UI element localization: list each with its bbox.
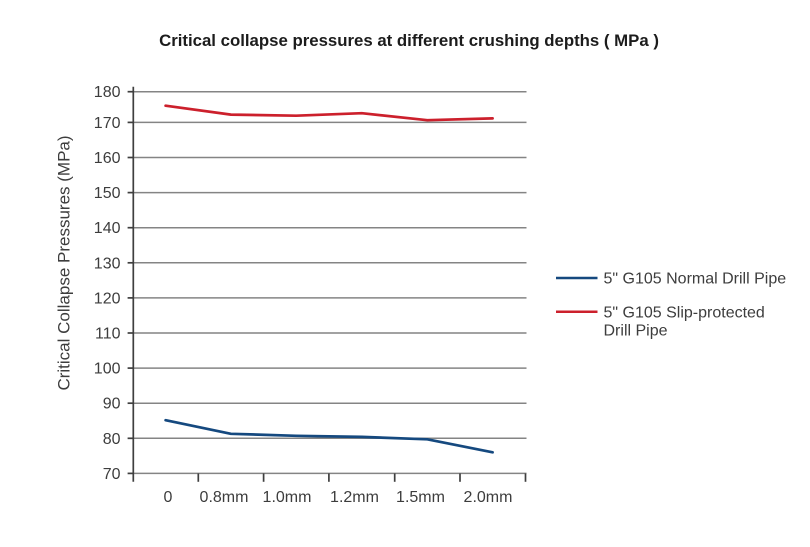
svg-text:1.0mm: 1.0mm <box>263 489 312 506</box>
svg-text:1.5mm: 1.5mm <box>396 489 445 506</box>
svg-text:5" G105 Normal Drill Pipe: 5" G105 Normal Drill Pipe <box>604 271 787 288</box>
svg-text:160: 160 <box>94 150 121 167</box>
svg-text:170: 170 <box>94 115 121 132</box>
svg-text:180: 180 <box>94 84 121 101</box>
svg-text:90: 90 <box>103 396 121 413</box>
svg-text:110: 110 <box>95 326 121 343</box>
svg-text:0: 0 <box>164 489 173 506</box>
svg-text:0.8mm: 0.8mm <box>200 489 249 506</box>
svg-text:Critical Collapse Pressures (M: Critical Collapse Pressures (MPa) <box>55 135 74 390</box>
svg-text:150: 150 <box>94 185 121 202</box>
svg-text:140: 140 <box>94 220 121 237</box>
svg-text:120: 120 <box>94 290 121 307</box>
svg-text:1.2mm: 1.2mm <box>330 489 379 506</box>
svg-text:5" G105 Slip-protected: 5" G105 Slip-protected <box>604 305 765 322</box>
svg-text:Drill Pipe: Drill Pipe <box>604 323 668 340</box>
svg-text:80: 80 <box>103 431 121 448</box>
svg-text:2.0mm: 2.0mm <box>464 489 513 506</box>
svg-text:100: 100 <box>94 361 121 378</box>
svg-text:Critical collapse pressures at: Critical collapse pressures at different… <box>159 31 659 50</box>
svg-text:130: 130 <box>94 255 121 272</box>
svg-text:70: 70 <box>103 466 121 483</box>
